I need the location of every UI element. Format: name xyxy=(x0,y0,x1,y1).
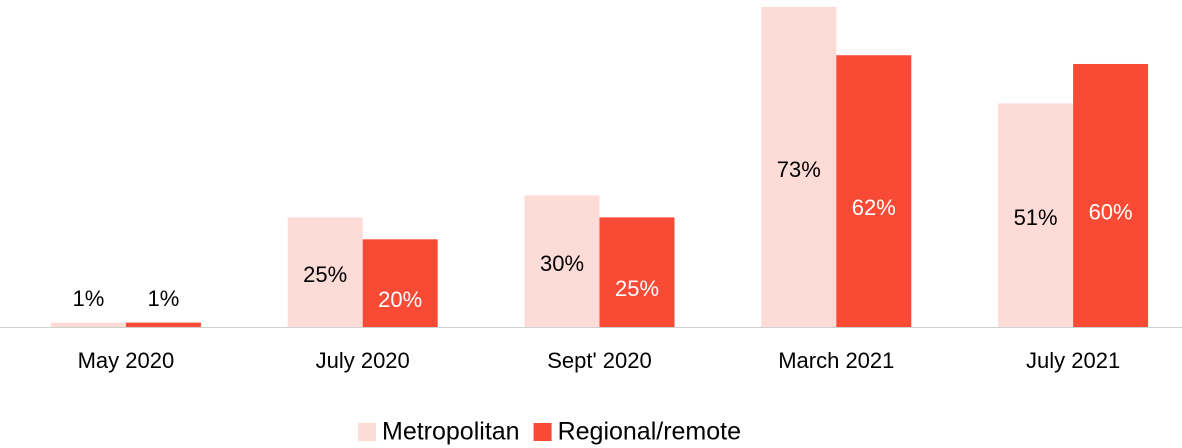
data-label: 25% xyxy=(615,276,659,301)
legend-swatch xyxy=(358,423,376,441)
legend-label: Metropolitan xyxy=(382,418,520,446)
x-tick-label: July 2020 xyxy=(316,348,410,373)
x-tick-label: May 2020 xyxy=(78,348,175,373)
data-label: 1% xyxy=(73,286,105,311)
bar xyxy=(836,55,912,327)
bar xyxy=(998,103,1074,327)
bar xyxy=(50,322,126,327)
x-tick-label: Sept' 2020 xyxy=(547,348,652,373)
bar xyxy=(761,7,837,327)
bar xyxy=(599,217,675,327)
data-label: 1% xyxy=(148,286,180,311)
data-label: 51% xyxy=(1014,205,1058,230)
data-label: 73% xyxy=(777,157,821,182)
bar xyxy=(287,217,363,327)
x-tick-label: July 2021 xyxy=(1026,348,1120,373)
bar xyxy=(1073,63,1149,328)
data-label: 62% xyxy=(852,195,896,220)
data-label: 25% xyxy=(303,262,347,287)
bar xyxy=(362,239,438,327)
bar xyxy=(125,322,201,327)
legend-label: Regional/remote xyxy=(558,418,741,446)
data-label: 30% xyxy=(540,251,584,276)
data-label: 60% xyxy=(1089,199,1133,224)
x-tick-label: March 2021 xyxy=(778,348,894,373)
legend-swatch xyxy=(533,423,552,441)
data-label: 20% xyxy=(378,287,422,312)
bar xyxy=(524,195,600,327)
